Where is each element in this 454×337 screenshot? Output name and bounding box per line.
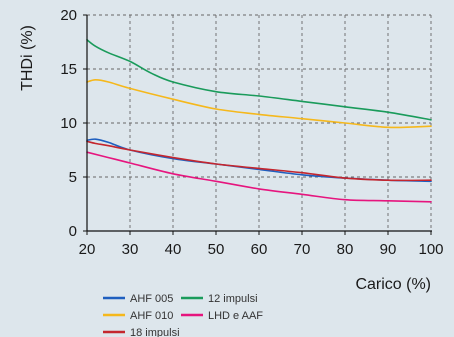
y-axis-title: THDi (%) <box>19 25 36 91</box>
series-line-lhd-e-aaf <box>86 151 432 203</box>
x-axis-title: Carico (%) <box>355 276 431 293</box>
y-tick-label: 10 <box>60 115 77 132</box>
series-line-18-impulsi <box>86 140 432 182</box>
x-tick-label: 70 <box>294 241 311 258</box>
y-tick-label: 15 <box>60 61 77 78</box>
legend-label-lhd-e-aaf: LHD e AAF <box>208 310 263 322</box>
y-tick-label: 20 <box>60 7 77 24</box>
series-line-12-impulsi <box>86 39 432 121</box>
x-tick-label: 50 <box>208 241 225 258</box>
legend-label-12-impulsi: 12 impulsi <box>208 293 258 305</box>
x-tick-label: 80 <box>337 241 354 258</box>
grid <box>87 14 432 231</box>
y-tick-label: 5 <box>69 169 77 186</box>
x-tick-label: 20 <box>79 241 96 258</box>
legend-label-18-impulsi: 18 impulsi <box>130 327 180 337</box>
x-tick-label: 90 <box>380 241 397 258</box>
x-tick-label: 40 <box>165 241 182 258</box>
series-lines <box>86 39 432 203</box>
legend: AHF 005 12 impulsi AHF 010 LHD e AAF 18 impu… <box>103 293 263 337</box>
legend-label-ahf-005: AHF 005 <box>130 293 173 305</box>
x-tick-label: 60 <box>251 241 268 258</box>
y-tick-label: 0 <box>69 223 77 240</box>
x-tick-label: 30 <box>122 241 139 258</box>
x-tick-label: 100 <box>418 241 443 258</box>
legend-label-ahf-010: AHF 010 <box>130 310 173 322</box>
series-line-ahf-010 <box>86 79 432 129</box>
axes <box>86 15 432 232</box>
tick-labels: 20 30 40 50 60 70 80 90 100 0 5 10 15 20 <box>60 7 443 258</box>
